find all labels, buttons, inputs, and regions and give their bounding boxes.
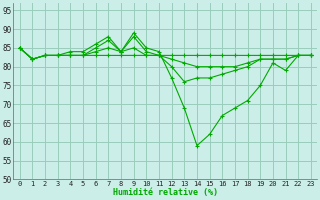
X-axis label: Humidité relative (%): Humidité relative (%) [113,188,218,197]
